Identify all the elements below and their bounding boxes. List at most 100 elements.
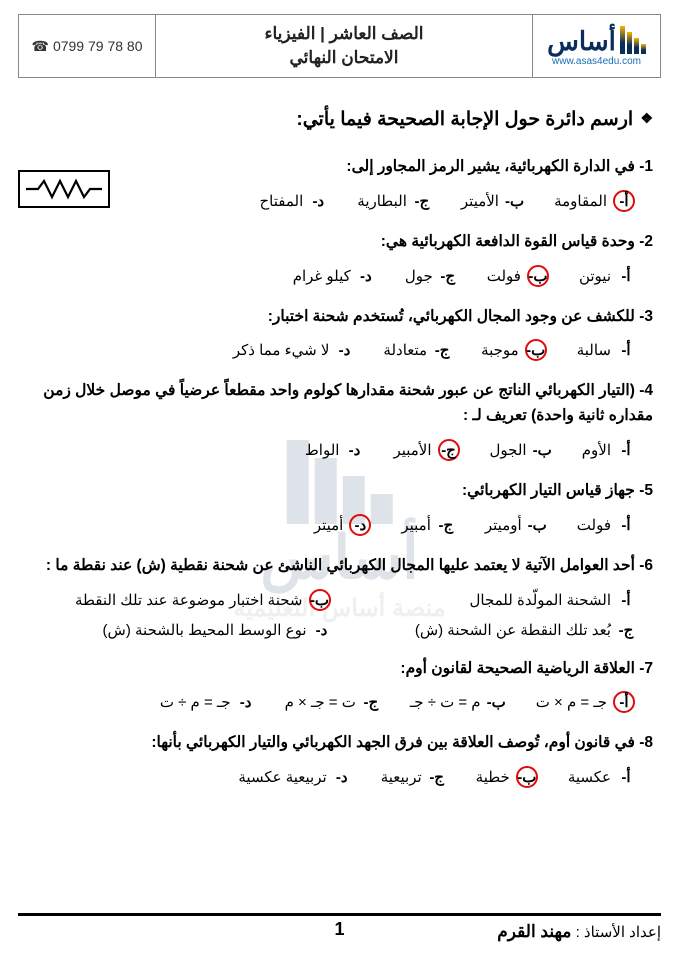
option-text: الجول (490, 441, 527, 459)
option-letter: ج- (433, 341, 451, 359)
option-text: نوع الوسط المحيط بالشحنة (ش) (103, 621, 307, 639)
option: أ-عكسية (568, 766, 635, 788)
option-text: الأمبير (393, 441, 431, 459)
option-letter: ب- (525, 339, 547, 361)
option-letter: ب- (533, 441, 552, 459)
option-letter: أ- (613, 190, 635, 212)
option-letter: أ- (617, 341, 635, 359)
header: أساس www.asas4edu.com الصف العاشر | الفي… (18, 14, 661, 78)
option-text: خطية (476, 768, 510, 786)
instruction: ❖ ارسم دائرة حول الإجابة الصحيحة فيما يأ… (26, 108, 653, 131)
options: أ-المقاومةب-الأميترج-البطاريةد-المفتاح (26, 190, 653, 212)
option-text: أمبير (401, 516, 431, 534)
option-letter: ج- (428, 768, 446, 786)
option-text: ت = جـ × م (285, 693, 356, 711)
option-text: الأميتر (461, 192, 499, 210)
phone: ☎ 0799 79 78 80 (19, 15, 155, 77)
footer: إعداد الأستاذ : مهند القرم 1 (18, 913, 661, 942)
option: أ- فولت (577, 514, 635, 536)
question-6: 6- أحد العوامل الآتية لا يعتمد عليها الم… (26, 554, 653, 639)
teacher: إعداد الأستاذ : مهند القرم (497, 922, 661, 942)
option-letter: د- (349, 514, 371, 536)
option: أ-الشحنة المولّدة للمجال (331, 589, 636, 611)
option-text: جـ = م × ت (536, 693, 607, 711)
option: ج- الأمبير (393, 439, 459, 461)
options: أ-الشحنة المولّدة للمجالب-شحنة اختبار مو… (26, 589, 653, 639)
option: أ- جـ = م × ت (536, 691, 635, 713)
page-number: 1 (334, 919, 344, 940)
option-letter: ب- (528, 516, 547, 534)
option-text: أميتر (314, 516, 344, 534)
question-8: 8- في قانون أوم، تُوصف العلاقة بين فرق ا… (26, 731, 653, 788)
question-text: 7- العلاقة الرياضية الصحيحة لقانون أوم: (26, 657, 653, 682)
options: أ-عكسيةب-خطيةج-تربيعيةد-تربيعية عكسية (26, 766, 653, 788)
option-letter: د- (345, 441, 363, 459)
option: ب-أوميتر (485, 514, 547, 536)
option-letter: ج- (437, 516, 455, 534)
option: ج- البطارية (357, 190, 431, 212)
option-letter: ج- (362, 693, 380, 711)
option: ج- متعادلة (383, 339, 451, 361)
option-text: الواط (305, 441, 340, 459)
option-text: الشحنة المولّدة للمجال (469, 591, 611, 609)
option: ب-شحنة اختبار موضوعة عند تلك النقطة (26, 589, 331, 611)
logo: أساس www.asas4edu.com (532, 15, 660, 77)
question-text: 6- أحد العوامل الآتية لا يعتمد عليها الم… (26, 554, 653, 579)
options: أ- سالبة ب- موجبة ج- متعادلة د- لا شيء مما ذكر (26, 339, 653, 361)
option-text: سالبة (577, 341, 611, 359)
option: أ- سالبة (577, 339, 635, 361)
question-5: 5- جهاز قياس التيار الكهربائي: أ- فولت ب-أو… (26, 479, 653, 536)
option: ج-بُعد تلك النقطة عن الشحنة (ش) (331, 621, 636, 639)
question-text: 4- (التيار الكهربائي الناتج عن عبور شحنة… (26, 379, 653, 429)
option-letter: ج- (413, 192, 431, 210)
instruction-text: ارسم دائرة حول الإجابة الصحيحة فيما يأتي… (296, 109, 633, 130)
option-letter: ب- (505, 192, 524, 210)
option: أ-المقاومة (554, 190, 635, 212)
question-2: 2- وحدة قياس القوة الدافعة الكهربائية هي… (26, 230, 653, 287)
option: ب-فولت (487, 265, 549, 287)
option-text: تربيعية عكسية (238, 768, 326, 786)
option: ج- ت = جـ × م (285, 691, 380, 713)
option-letter: د- (309, 192, 327, 210)
option-text: الأوم (582, 441, 611, 459)
option: د- جـ = م ÷ ت (160, 691, 255, 713)
option: ج-جول (405, 265, 457, 287)
option: د-كيلو غرام (293, 265, 375, 287)
option-letter: د- (335, 341, 353, 359)
option: ب- موجبة (481, 339, 547, 361)
options: أ-جـ = م × تب-م = ت ÷ جـج-ت = جـ × مد-جـ… (26, 691, 653, 713)
option-letter: ج- (439, 267, 457, 285)
option: أ- الأوم (582, 439, 635, 461)
question-text: 8- في قانون أوم، تُوصف العلاقة بين فرق ا… (26, 731, 653, 756)
option-letter: أ- (617, 516, 635, 534)
title: الصف العاشر | الفيزياء الامتحان النهائي (155, 15, 532, 77)
question-3: 3- للكشف عن وجود المجال الكهربائي، تُستخ… (26, 305, 653, 362)
option-letter: ج- (617, 621, 635, 639)
option-letter: أ- (613, 691, 635, 713)
option-text: فولت (577, 516, 611, 534)
option: ج-تربيعية (381, 766, 446, 788)
question-text: 5- جهاز قياس التيار الكهربائي: (26, 479, 653, 504)
option: د- الواط (305, 439, 364, 461)
phone-number: 0799 79 78 80 (53, 38, 143, 54)
option: د- أميتر (314, 514, 372, 536)
option: أ-نيوتن (579, 265, 635, 287)
option-text: جـ = م ÷ ت (160, 693, 231, 711)
option: د- لا شيء مما ذكر (233, 339, 354, 361)
option-letter: ج- (438, 439, 460, 461)
option-letter: أ- (617, 441, 635, 459)
option-letter: ب- (487, 693, 506, 711)
option: د-نوع الوسط المحيط بالشحنة (ش) (26, 621, 331, 639)
question-4: 4- (التيار الكهربائي الناتج عن عبور شحنة… (26, 379, 653, 461)
option-letter: د- (237, 693, 255, 711)
option-text: البطارية (357, 192, 407, 210)
logo-text: أساس (547, 26, 646, 54)
option-text: موجبة (481, 341, 519, 359)
option-text: لا شيء مما ذكر (233, 341, 330, 359)
option-text: متعادلة (383, 341, 427, 359)
option: ج- أمبير (401, 514, 455, 536)
option-text: عكسية (568, 768, 611, 786)
option-letter: أ- (617, 267, 635, 285)
teacher-name: مهند القرم (497, 922, 571, 941)
title-line2: الامتحان النهائي (156, 48, 532, 68)
